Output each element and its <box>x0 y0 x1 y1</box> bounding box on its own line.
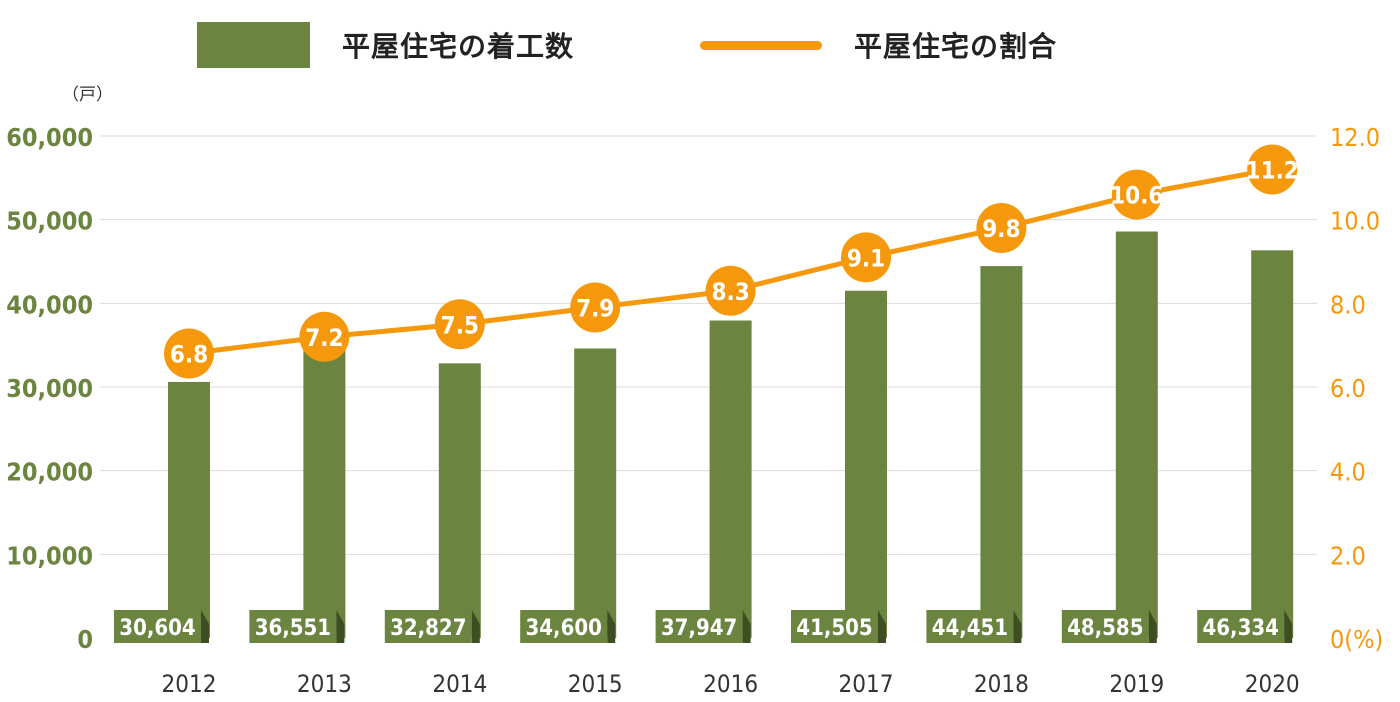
bar <box>1251 250 1294 638</box>
right-axis-tick-label: 2.0 <box>1330 541 1366 570</box>
left-axis-tick-label: 50,000 <box>6 207 93 236</box>
bar-label-tab <box>201 610 209 643</box>
legend-bar-label: 平屋住宅の着工数 <box>342 30 575 63</box>
legend-line: 平屋住宅の割合 <box>700 20 1057 70</box>
right-axis-tick-label: 0(%) <box>1330 625 1383 654</box>
bar-label-tab <box>742 610 751 643</box>
bar-label-box <box>791 610 878 643</box>
bar <box>709 320 752 638</box>
bar-label-box <box>1061 610 1149 643</box>
ratio-value-label: 6.8 <box>170 341 208 369</box>
bar-label-box <box>926 610 1014 643</box>
x-axis-tick-label: 2013 <box>297 670 352 698</box>
bar <box>303 332 346 638</box>
bar <box>574 348 617 638</box>
ratio-point <box>1247 144 1298 195</box>
bar-value-label: 32,827 <box>390 616 466 641</box>
bar <box>1115 231 1158 638</box>
x-axis-tick-label: 2016 <box>703 670 758 698</box>
ratio-value-label: 9.8 <box>982 215 1020 243</box>
bar-label-box <box>1197 610 1285 643</box>
bar <box>845 290 887 638</box>
right-axis-tick-label: 6.0 <box>1330 374 1366 403</box>
x-axis-tick-label: 2014 <box>432 670 487 698</box>
bar-value-label: 34,600 <box>526 616 602 641</box>
right-axis-tick-label: 12.0 <box>1330 123 1380 152</box>
legend-line-label: 平屋住宅の割合 <box>854 30 1058 63</box>
left-axis-unit: （戸） <box>62 85 113 105</box>
ratio-value-label: 10.6 <box>1110 182 1163 210</box>
bar-value-label: 30,604 <box>119 616 195 641</box>
ratio-point <box>705 265 756 316</box>
ratio-point <box>1111 169 1162 220</box>
bar-label-tab <box>1013 610 1022 643</box>
left-axis-tick-label: 10,000 <box>6 541 93 570</box>
bar-label-box <box>249 610 337 643</box>
ratio-point <box>164 328 214 379</box>
bar <box>438 363 481 638</box>
x-axis-tick-label: 2012 <box>162 670 217 698</box>
right-axis-tick-label: 4.0 <box>1330 458 1366 487</box>
ratio-value-label: 11.2 <box>1246 156 1299 184</box>
x-axis-tick-label: 2019 <box>1109 670 1164 698</box>
bar-label-box <box>655 610 743 643</box>
legend-line-swatch <box>700 40 822 50</box>
bar-label-box <box>520 610 608 643</box>
ratio-value-label: 7.2 <box>305 324 343 352</box>
x-axis-tick-label: 2015 <box>568 670 623 698</box>
right-axis-tick-label: 8.0 <box>1330 290 1366 319</box>
ratio-point <box>299 311 350 362</box>
legend-bar: 平屋住宅の着工数 <box>197 20 574 70</box>
ratio-value-label: 7.5 <box>441 311 479 339</box>
x-axis-tick-label: 2018 <box>974 670 1029 698</box>
x-axis-tick-label: 2017 <box>839 670 894 698</box>
ratio-value-label: 8.3 <box>711 278 749 306</box>
bar-label-tab <box>471 610 480 643</box>
bar-value-label: 48,585 <box>1067 616 1143 641</box>
bar-label-box <box>384 610 472 643</box>
bar-value-label: 37,947 <box>661 616 737 641</box>
right-axis-tick-label: 10.0 <box>1330 207 1380 236</box>
bar-value-label: 46,334 <box>1203 616 1279 641</box>
left-axis-tick-label: 60,000 <box>6 123 93 152</box>
left-axis-tick-label: 30,000 <box>6 374 93 403</box>
ratio-point <box>841 232 891 283</box>
bar-label-tab <box>878 610 886 643</box>
left-axis-tick-label: 0 <box>77 625 93 654</box>
left-axis-tick-label: 20,000 <box>6 458 93 487</box>
ratio-point <box>976 203 1027 254</box>
bar-label-box <box>114 610 201 643</box>
ratio-point <box>434 299 485 350</box>
bar <box>980 266 1023 638</box>
x-axis-tick-label: 2020 <box>1245 670 1300 698</box>
bar-label-tab <box>1148 610 1157 643</box>
bar <box>168 381 210 638</box>
bar-value-label: 41,505 <box>796 616 872 641</box>
ratio-value-label: 9.1 <box>847 244 885 272</box>
bar-value-label: 36,551 <box>255 616 331 641</box>
bar-label-tab <box>336 610 345 643</box>
bar-label-tab <box>607 610 616 643</box>
bar-value-label: 44,451 <box>932 616 1008 641</box>
ratio-value-label: 7.9 <box>576 295 614 323</box>
left-axis-tick-label: 40,000 <box>6 290 93 319</box>
ratio-point <box>570 282 621 333</box>
bar-label-tab <box>1284 610 1293 643</box>
legend-bar-swatch <box>197 22 310 68</box>
